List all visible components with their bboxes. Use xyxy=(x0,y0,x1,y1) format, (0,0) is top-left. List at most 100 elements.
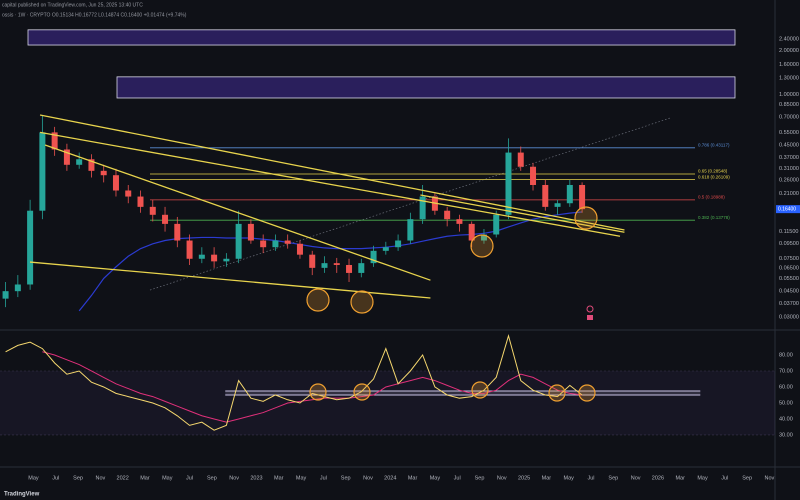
x-tick-label: Nov xyxy=(765,475,775,481)
trendline xyxy=(420,194,625,233)
candle-body xyxy=(174,223,181,241)
y-tick-label: 0.04500 xyxy=(779,289,799,295)
highlight-circle xyxy=(309,383,327,401)
x-tick-label: Jul xyxy=(52,475,59,481)
candle-body xyxy=(272,240,279,248)
y-tick-label: 0.05500 xyxy=(779,276,799,282)
y-tick-label: 1.00000 xyxy=(779,92,799,98)
x-tick-label: May xyxy=(296,475,307,481)
candle-body xyxy=(456,219,463,224)
candle-body xyxy=(14,284,21,292)
candle-body xyxy=(382,247,389,251)
trendline xyxy=(39,131,621,237)
y-tick-label: 1.30000 xyxy=(779,75,799,81)
x-tick-label: May xyxy=(162,475,173,481)
y-tick-label: 0.06500 xyxy=(779,265,799,271)
candle-body xyxy=(51,132,58,150)
candle-body xyxy=(223,258,230,262)
candle-body xyxy=(76,159,83,165)
trendline xyxy=(39,114,625,231)
icon xyxy=(587,315,593,320)
x-tick-label: 2025 xyxy=(518,475,530,481)
candle-body xyxy=(2,291,9,299)
candle-body xyxy=(162,214,169,224)
y-tick-label: 0.70000 xyxy=(779,115,799,121)
y-tick-label: 0.11500 xyxy=(779,229,798,235)
y-tick-label: 0.21000 xyxy=(779,191,799,197)
candle-body xyxy=(468,223,475,241)
x-tick-label: Jul xyxy=(454,475,461,481)
x-tick-label: May xyxy=(697,475,708,481)
highlight-circle xyxy=(306,288,330,312)
candle-body xyxy=(493,214,500,235)
highlight-circle xyxy=(574,206,598,230)
x-tick-label: 2026 xyxy=(652,475,664,481)
x-tick-label: Mar xyxy=(408,475,418,481)
highlight-circle xyxy=(578,384,596,402)
candle-body xyxy=(112,175,119,191)
candle-body xyxy=(260,240,267,248)
x-tick-label: May xyxy=(564,475,575,481)
fib-label: 0.618 (0.26109) xyxy=(698,174,730,179)
x-tick-label: Nov xyxy=(363,475,373,481)
x-tick-label: Mar xyxy=(140,475,150,481)
fib-label: 0.382 (0.13778) xyxy=(698,215,730,220)
candle-body xyxy=(321,263,328,268)
x-tick-label: Sep xyxy=(207,475,217,481)
annotation-circles xyxy=(306,206,598,402)
candle-body xyxy=(579,184,586,210)
highlight-circle xyxy=(350,290,374,314)
candle-body xyxy=(333,263,340,265)
y-tick-label: 30.00 xyxy=(779,432,793,438)
candle-body xyxy=(554,203,561,207)
y-tick-label: 0.09500 xyxy=(779,241,799,247)
x-tick-label: Nov xyxy=(95,475,105,481)
candle-body xyxy=(419,196,426,220)
highlight-circle xyxy=(353,383,371,401)
x-tick-label: Mar xyxy=(675,475,685,481)
x-tick-label: Jul xyxy=(587,475,594,481)
trendline xyxy=(44,144,431,281)
y-tick-label: 2.40000 xyxy=(779,36,799,42)
highlight-circle xyxy=(471,381,489,399)
candle-body xyxy=(284,240,291,244)
x-tick-label: Nov xyxy=(229,475,239,481)
last-price-label: 0.16400 xyxy=(778,206,796,212)
y-tick-label: 50.00 xyxy=(779,400,793,406)
y-tick-label: 40.00 xyxy=(779,416,793,422)
fib-label: 0.65 (0.28548) xyxy=(698,169,728,174)
y-tick-label: 2.00000 xyxy=(779,48,799,54)
guide-line xyxy=(149,117,671,291)
x-tick-label: 2022 xyxy=(117,475,129,481)
candle-body xyxy=(444,210,451,220)
y-tick-label: 0.03000 xyxy=(779,314,799,320)
candle-body xyxy=(530,166,537,185)
candle-body xyxy=(186,240,193,259)
y-tick-label: 0.37000 xyxy=(779,155,799,161)
highlight-circle xyxy=(470,234,494,258)
last-price-tag xyxy=(776,205,800,214)
x-tick-label: 2024 xyxy=(384,475,396,481)
candle-body xyxy=(137,196,144,207)
x-tick-label: Sep xyxy=(73,475,83,481)
fib-label: 0.5 (0.18988) xyxy=(698,195,725,200)
rsi-line xyxy=(5,333,583,431)
candle-body xyxy=(63,149,70,165)
candle-body xyxy=(296,243,303,255)
x-tick-label: Jul xyxy=(721,475,728,481)
candle-body xyxy=(39,132,46,211)
candle-body xyxy=(235,223,242,259)
y-tick-label: 0.26000 xyxy=(779,177,799,183)
y-tick-label: 0.03700 xyxy=(779,301,799,307)
rsi-line xyxy=(42,351,583,423)
x-tick-label: Sep xyxy=(742,475,752,481)
candle-body xyxy=(566,184,573,204)
x-tick-label: Jul xyxy=(186,475,193,481)
candle-body xyxy=(346,264,353,273)
symbol-line: ossis · 1W · CRYPTO O0.15134 H0.16772 L0… xyxy=(2,12,187,18)
x-tick-label: Nov xyxy=(497,475,507,481)
y-tick-label: 0.55000 xyxy=(779,130,799,136)
candle-body xyxy=(358,263,365,273)
x-tick-label: Jul xyxy=(320,475,327,481)
